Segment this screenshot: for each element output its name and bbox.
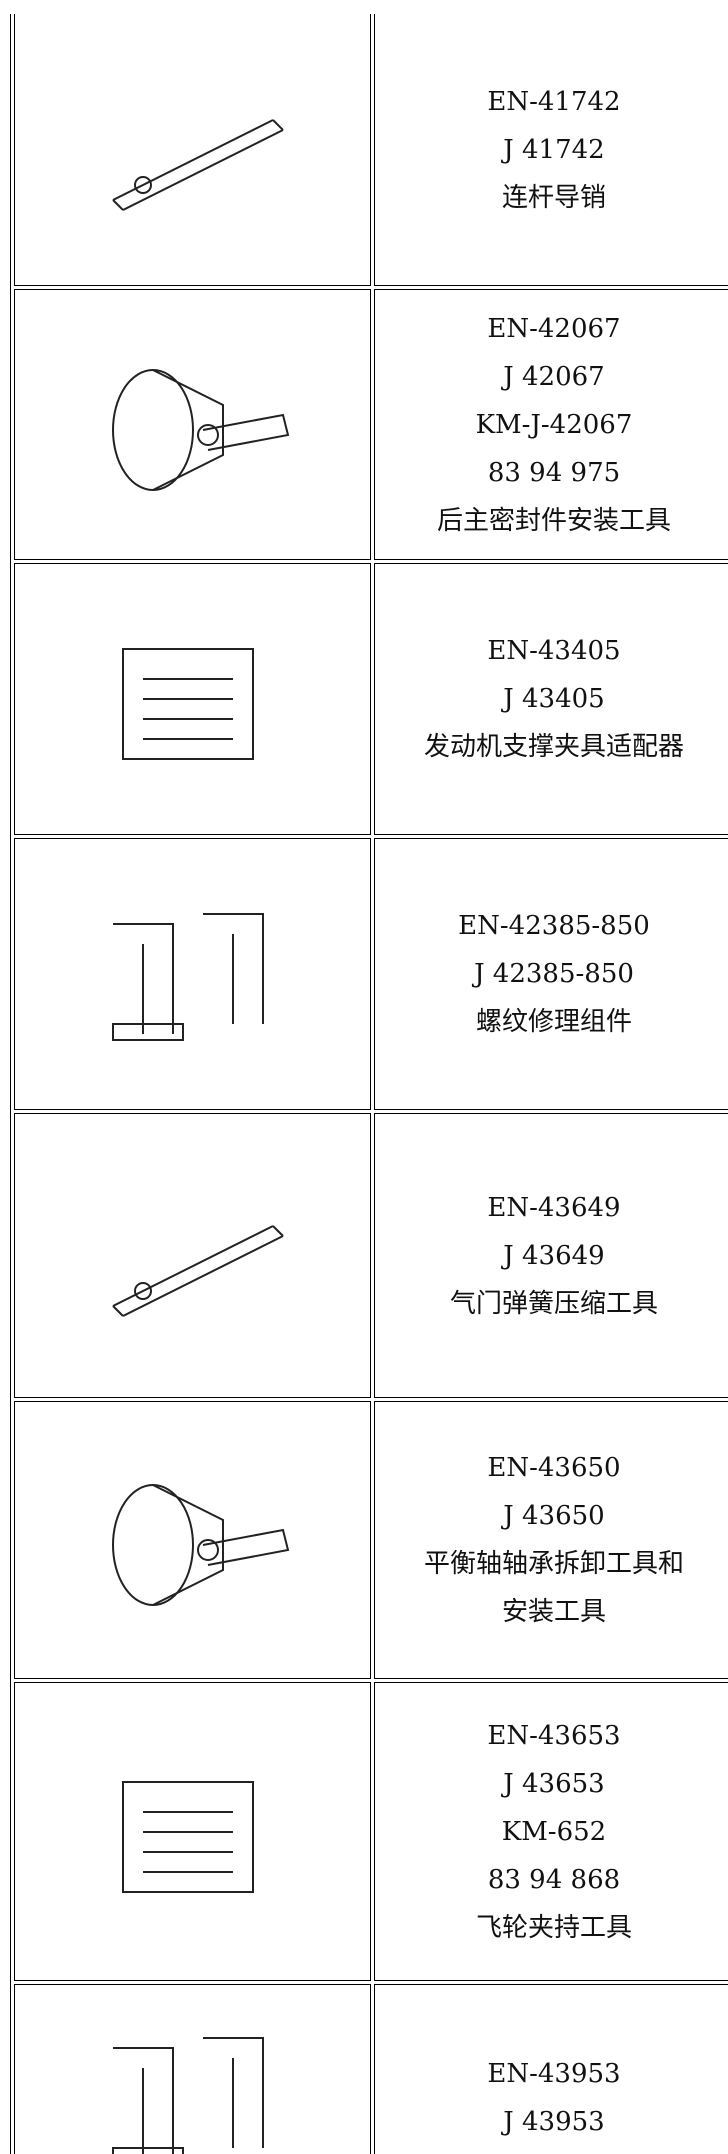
- tool-text: 83 94 868: [487, 1864, 621, 1895]
- tool-text: EN-43405: [487, 636, 621, 666]
- tool-text: 螺纹修理组件: [475, 1007, 632, 1037]
- tool-text: J 41742: [503, 134, 605, 165]
- image-cell: [14, 1984, 371, 2154]
- image-cell: [14, 1401, 371, 1679]
- tool-text: J 43650: [503, 1501, 605, 1531]
- tool-text: 连杆导销: [501, 182, 606, 213]
- tool-illustration: [111, 2037, 264, 2154]
- tool-text: 飞轮夹持工具: [475, 1912, 632, 1943]
- image-cell: [14, 1113, 371, 1398]
- tool-text: J 43405: [503, 684, 605, 714]
- text-cell: EN-43405 J 43405 发动机支撑夹具适配器: [374, 563, 728, 835]
- tool-text: EN-42385-850: [458, 911, 650, 941]
- tool-text: 发动机支撑夹具适配器: [423, 732, 684, 762]
- tool-illustration: [111, 1484, 289, 1606]
- tool-text: 后主密封件安装工具: [436, 505, 671, 536]
- tool-text: J 43953: [503, 2107, 605, 2137]
- tool-illustration: [111, 368, 289, 491]
- tool-text: J 43653: [503, 1768, 605, 1799]
- tool-text: 83 94 975: [487, 457, 621, 488]
- tool-text: J 42067: [503, 361, 605, 392]
- tool-illustration: [111, 913, 264, 1041]
- tool-text: J 42385-850: [474, 959, 634, 989]
- tool-text: EN-43650: [487, 1453, 621, 1483]
- tool-text: KM-652: [501, 1816, 607, 1847]
- text-cell: EN-42385-850 J 42385-850 螺纹修理组件: [374, 838, 728, 1110]
- tool-text: EN-43953: [487, 2059, 621, 2089]
- text-cell: EN-41742 J 41742 连杆导销: [374, 14, 728, 286]
- tool-text: EN-42067: [487, 313, 621, 344]
- tool-text: 平衡轴轴承拆卸工具和: [423, 1549, 684, 1579]
- image-cell: [14, 1682, 371, 1981]
- tool-illustration: [111, 118, 284, 211]
- tool-text: 气门弹簧压缩工具: [449, 1288, 658, 1319]
- tool-text: EN-41742: [487, 86, 621, 117]
- tool-text: EN-43649: [487, 1192, 621, 1223]
- tool-illustration: [121, 648, 254, 760]
- tool-illustration: [111, 1224, 284, 1317]
- text-cell: EN-43953 J 43953: [374, 1984, 728, 2154]
- tool-text: EN-43653: [487, 1720, 621, 1751]
- tool-text: J 43649: [503, 1240, 605, 1271]
- tool-illustration: [121, 1780, 254, 1893]
- image-cell: [14, 289, 371, 560]
- text-cell: EN-43653 J 43653 KM-652 83 94 868 飞轮夹持工具: [374, 1682, 728, 1981]
- image-cell: [14, 838, 371, 1110]
- text-cell: EN-43649 J 43649 气门弹簧压缩工具: [374, 1113, 728, 1398]
- tool-text: KM-J-42067: [475, 409, 633, 440]
- outer-border: [10, 14, 11, 2154]
- tool-text: 安装工具: [501, 1597, 606, 1627]
- image-cell: [14, 14, 371, 286]
- image-cell: [14, 563, 371, 835]
- text-cell: EN-42067 J 42067 KM-J-42067 83 94 975 后主密封件安…: [374, 289, 728, 560]
- text-cell: EN-43650 J 43650 平衡轴轴承拆卸工具和 安装工具: [374, 1401, 728, 1679]
